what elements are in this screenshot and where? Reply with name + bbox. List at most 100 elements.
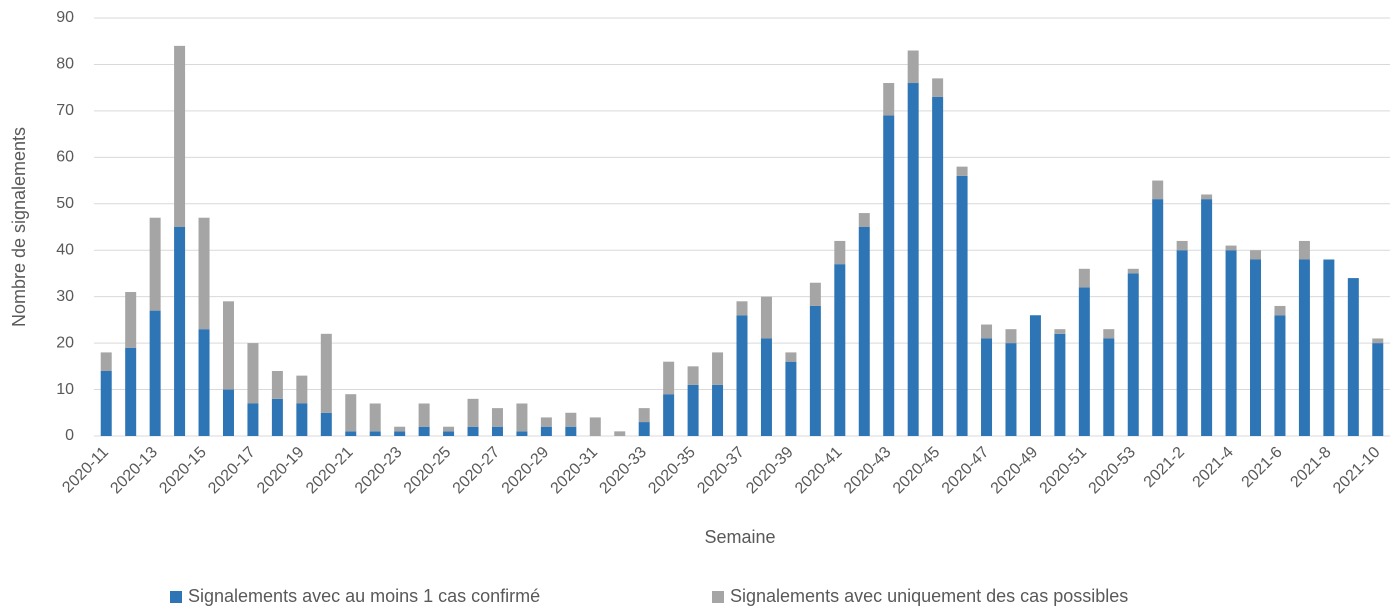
- bar-segment: [198, 329, 210, 436]
- x-tick-label: 2021-4: [1190, 444, 1237, 491]
- bar-segment: [174, 45, 186, 227]
- x-tick-label: 2020-41: [792, 444, 846, 498]
- bar-segment: [785, 361, 797, 436]
- bar-segment: [712, 352, 724, 385]
- y-tick-label: 40: [56, 241, 74, 258]
- bar-segment: [1274, 305, 1286, 316]
- bar-segment: [198, 217, 210, 330]
- bar-segment: [736, 315, 748, 436]
- bar-segment: [663, 361, 675, 395]
- bar-segment: [1005, 329, 1017, 344]
- bar-segment: [858, 227, 870, 436]
- bar-segment: [809, 282, 821, 306]
- bar-segment: [345, 431, 357, 436]
- bar-segment: [638, 408, 650, 423]
- bar-segment: [491, 408, 503, 427]
- bar-segment: [981, 324, 993, 339]
- bar-segment: [1176, 240, 1188, 251]
- bar-segment: [981, 338, 993, 436]
- bar-segment: [418, 403, 430, 427]
- x-tick-label: 2021-6: [1239, 444, 1286, 491]
- bar-segment: [125, 347, 137, 436]
- bar-segment: [907, 83, 919, 437]
- legend-label: Signalements avec uniquement des cas pos…: [730, 586, 1128, 606]
- x-tick-label: 2020-27: [450, 444, 504, 498]
- bar-segment: [1201, 194, 1213, 200]
- bar-segment: [1152, 180, 1164, 200]
- bar-segment: [540, 417, 552, 427]
- bar-segment: [1274, 315, 1286, 436]
- bar-segment: [1372, 343, 1384, 436]
- bar-segment: [956, 166, 968, 176]
- bar-segment: [565, 412, 577, 427]
- bar-segment: [1029, 315, 1041, 436]
- bar-segment: [834, 264, 846, 436]
- x-tick-label: 2020-29: [499, 444, 553, 498]
- x-tick-label: 2020-39: [743, 444, 797, 498]
- bar-segment: [858, 213, 870, 227]
- legend-swatch: [712, 591, 724, 603]
- legend-label: Signalements avec au moins 1 cas confirm…: [188, 586, 540, 606]
- bar-segment: [1201, 199, 1213, 436]
- x-tick-label: 2020-23: [352, 444, 406, 498]
- y-tick-label: 90: [56, 9, 74, 26]
- x-tick-label: 2021-2: [1141, 444, 1188, 491]
- bar-segment: [956, 175, 968, 436]
- bar-segment: [614, 431, 626, 436]
- bar-segment: [540, 426, 552, 436]
- bar-segment: [1225, 250, 1237, 436]
- x-tick-label: 2020-35: [645, 444, 699, 498]
- bar-segment: [296, 375, 308, 404]
- bar-segment: [1225, 245, 1237, 251]
- legend-swatch: [170, 591, 182, 603]
- x-tick-label: 2020-45: [890, 444, 944, 498]
- x-tick-label: 2020-11: [59, 444, 112, 497]
- x-tick-label: 2020-47: [939, 444, 993, 498]
- x-tick-label: 2020-53: [1086, 444, 1140, 498]
- x-tick-label: 2020-31: [548, 444, 602, 498]
- bar-segment: [467, 426, 479, 436]
- y-tick-label: 50: [56, 195, 74, 212]
- bar-segment: [883, 83, 895, 116]
- bar-segment: [443, 426, 455, 432]
- bar-segment: [247, 403, 259, 436]
- bar-segment: [222, 301, 234, 390]
- bar-segment: [1054, 329, 1066, 334]
- x-axis-title: Semaine: [704, 527, 775, 547]
- bar-segment: [883, 115, 895, 437]
- bar-segment: [394, 431, 406, 436]
- bar-segment: [1250, 250, 1262, 260]
- bar-segment: [320, 333, 332, 413]
- bar-segment: [1103, 329, 1115, 339]
- x-tick-label: 2021-8: [1287, 444, 1334, 491]
- bar-segment: [1176, 250, 1188, 436]
- x-tick-label: 2020-49: [988, 444, 1042, 498]
- bar-segment: [1250, 259, 1262, 436]
- x-tick-label: 2020-17: [205, 444, 259, 498]
- bar-segment: [687, 384, 699, 436]
- bar-segment: [1323, 259, 1335, 436]
- bar-segment: [125, 292, 137, 348]
- bar-segment: [100, 370, 112, 436]
- bar-segment: [222, 389, 234, 436]
- bar-segment: [369, 431, 381, 436]
- bar-segment: [1054, 333, 1066, 436]
- bar-segment: [516, 403, 528, 432]
- x-tick-label: 2020-15: [156, 444, 210, 498]
- bar-segment: [1005, 343, 1017, 436]
- bar-segment: [932, 96, 944, 436]
- bar-segment: [1078, 268, 1090, 288]
- bar-segment: [271, 370, 283, 399]
- bar-segment: [418, 426, 430, 436]
- x-tick-label: 2020-33: [596, 444, 650, 498]
- bar-segment: [712, 384, 724, 436]
- bar-segment: [638, 422, 650, 436]
- y-tick-label: 80: [56, 56, 74, 73]
- bar-segment: [785, 352, 797, 362]
- bar-segment: [834, 240, 846, 265]
- bar-segment: [760, 296, 772, 339]
- bar-segment: [320, 412, 332, 436]
- bar-segment: [1298, 240, 1310, 260]
- x-tick-label: 2020-13: [107, 444, 161, 498]
